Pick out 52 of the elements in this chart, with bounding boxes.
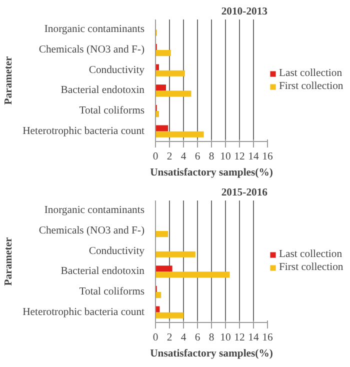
x-tick-label: 0 [152,152,158,162]
bar [156,272,230,278]
y-axis-title: Parameter [4,236,15,286]
x-tick-label: 2 [166,152,172,162]
y-tick-label: Chemicals (NO3 and F-) [38,44,145,56]
bar [156,231,168,238]
x-tick-label: 6 [194,332,201,344]
x-tick-label: 10 [220,152,231,162]
x-tick-label: 8 [208,332,214,344]
y-tick-label: Conductivity [88,246,146,257]
y-tick-label: Bacterial endotoxin [60,266,146,278]
x-tick-label: 8 [208,152,214,162]
bar [156,125,168,132]
y-tick-label: Conductivity [88,64,146,76]
y-tick-label: Inorganic contaminants [44,24,145,36]
bar [156,70,185,76]
y-axis-title: Parameter [4,56,15,105]
bar [156,84,166,91]
y-tick-label: Total coliforms [79,106,144,116]
x-tick-label: 10 [220,332,231,344]
y-tick-label: Chemicals (NO3 and F-) [38,226,145,236]
legend-label: First collection [279,262,344,273]
chart-title: 2015-2016 [221,188,268,198]
chart-title: 2010-2013 [221,6,268,18]
bar [156,266,172,272]
x-tick-label: 6 [194,152,201,162]
bar [156,50,171,56]
y-tick-label: Heterotrophic bacteria count [22,126,145,137]
x-tick-label: 2 [166,332,172,344]
legend-label: Last collection [279,249,342,260]
x-axis-title: Unsatisfactory samples(%) [150,348,274,360]
bar [156,90,192,97]
bar [156,64,159,70]
x-tick-label: 14 [248,152,260,162]
x-tick-label: 12 [234,152,245,162]
x-tick-label: 0 [152,332,158,344]
x-tick-label: 16 [262,332,274,344]
bar [156,251,196,258]
bar [156,312,184,318]
x-tick-label: 12 [234,332,245,344]
y-tick-label: Heterotrophic bacteria count [22,306,145,318]
legend-label: Last collection [279,68,342,79]
x-axis-title: Unsatisfactory samples(%) [150,168,274,178]
legend-label: First collection [279,81,344,92]
x-tick-label: 4 [180,152,187,162]
x-tick-label: 16 [262,152,274,162]
bar [156,131,204,138]
y-tick-label: Total coliforms [79,286,144,298]
y-tick-label: Inorganic contaminants [44,205,145,216]
x-tick-label: 14 [248,332,260,344]
y-tick-label: Bacterial endotoxin [60,85,146,96]
x-tick-label: 4 [180,332,187,344]
